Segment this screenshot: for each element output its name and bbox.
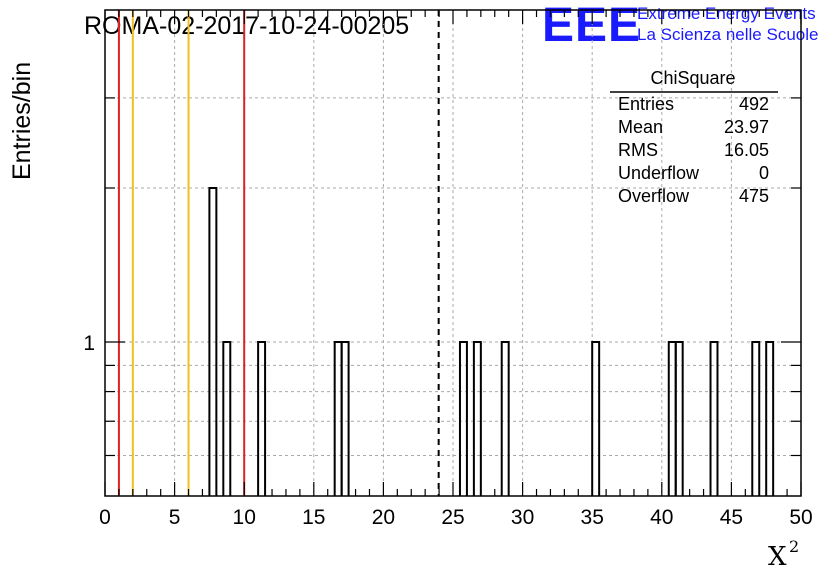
- histogram-bar: [458, 341, 468, 496]
- histogram-bar: [751, 341, 761, 496]
- reference-lines: [117, 10, 440, 496]
- x-tick-label: 25: [441, 506, 464, 529]
- logo-line-1: Extreme Energy Events: [637, 4, 816, 23]
- axis-ticks: [104, 10, 802, 496]
- stats-value: 23.97: [724, 117, 769, 137]
- histogram-bar: [472, 341, 482, 496]
- stats-label: Entries: [618, 94, 674, 114]
- y-tick-label: 1: [83, 332, 95, 355]
- histogram-bar: [222, 341, 232, 496]
- x-tick-label: 50: [789, 506, 812, 529]
- stats-label: RMS: [618, 140, 658, 160]
- x-tick-label: 40: [650, 506, 673, 529]
- x-tick-label: 30: [511, 506, 534, 529]
- stats-title: ChiSquare: [650, 68, 735, 88]
- stats-box: ChiSquare Entries 492 Mean 23.97 RMS 16.05 Und…: [610, 68, 778, 206]
- histogram-bar: [500, 341, 510, 496]
- stats-label: Underflow: [618, 163, 700, 183]
- histogram-bar: [257, 341, 267, 496]
- logo-mark: EEE: [542, 0, 641, 52]
- x-tick-label: 0: [99, 506, 111, 529]
- x-tick-labels: 0 5 10 15 20 25 30 35 40 45 50: [99, 506, 813, 529]
- x-tick-label: 20: [372, 506, 395, 529]
- x-tick-label: 35: [581, 506, 604, 529]
- x-tick-label: 5: [169, 506, 181, 529]
- stats-value: 475: [739, 186, 769, 206]
- stats-label: Mean: [618, 117, 663, 137]
- histogram-bar: [208, 187, 218, 496]
- x-tick-label: 10: [233, 506, 256, 529]
- stats-label: Overflow: [618, 186, 690, 206]
- y-axis-label: Entries/bin: [8, 62, 36, 180]
- stats-value: 0: [759, 163, 769, 183]
- histogram-bar: [674, 341, 684, 496]
- y-tick-labels: 1: [83, 332, 95, 355]
- eee-logo: EEE Extreme Energy Events La Scienza nel…: [542, 0, 818, 52]
- logo-line-2: La Scienza nelle Scuole: [637, 25, 818, 44]
- histogram-bar: [709, 341, 719, 496]
- histogram-bar: [340, 341, 350, 496]
- x-axis-label-base: X: [768, 542, 787, 572]
- x-tick-label: 45: [720, 506, 743, 529]
- x-tick-label: 15: [302, 506, 325, 529]
- stats-value: 492: [739, 94, 769, 114]
- histogram-bar: [765, 341, 775, 496]
- histogram-bar: [591, 341, 601, 496]
- x-axis-label: X 2: [768, 537, 799, 572]
- histogram-bars: [208, 187, 775, 496]
- x-axis-label-superscript: 2: [789, 537, 799, 556]
- grid: [105, 10, 801, 496]
- stats-value: 16.05: [724, 140, 769, 160]
- stats-rows: Entries 492 Mean 23.97 RMS 16.05 Underflow 0 Ove…: [618, 94, 769, 206]
